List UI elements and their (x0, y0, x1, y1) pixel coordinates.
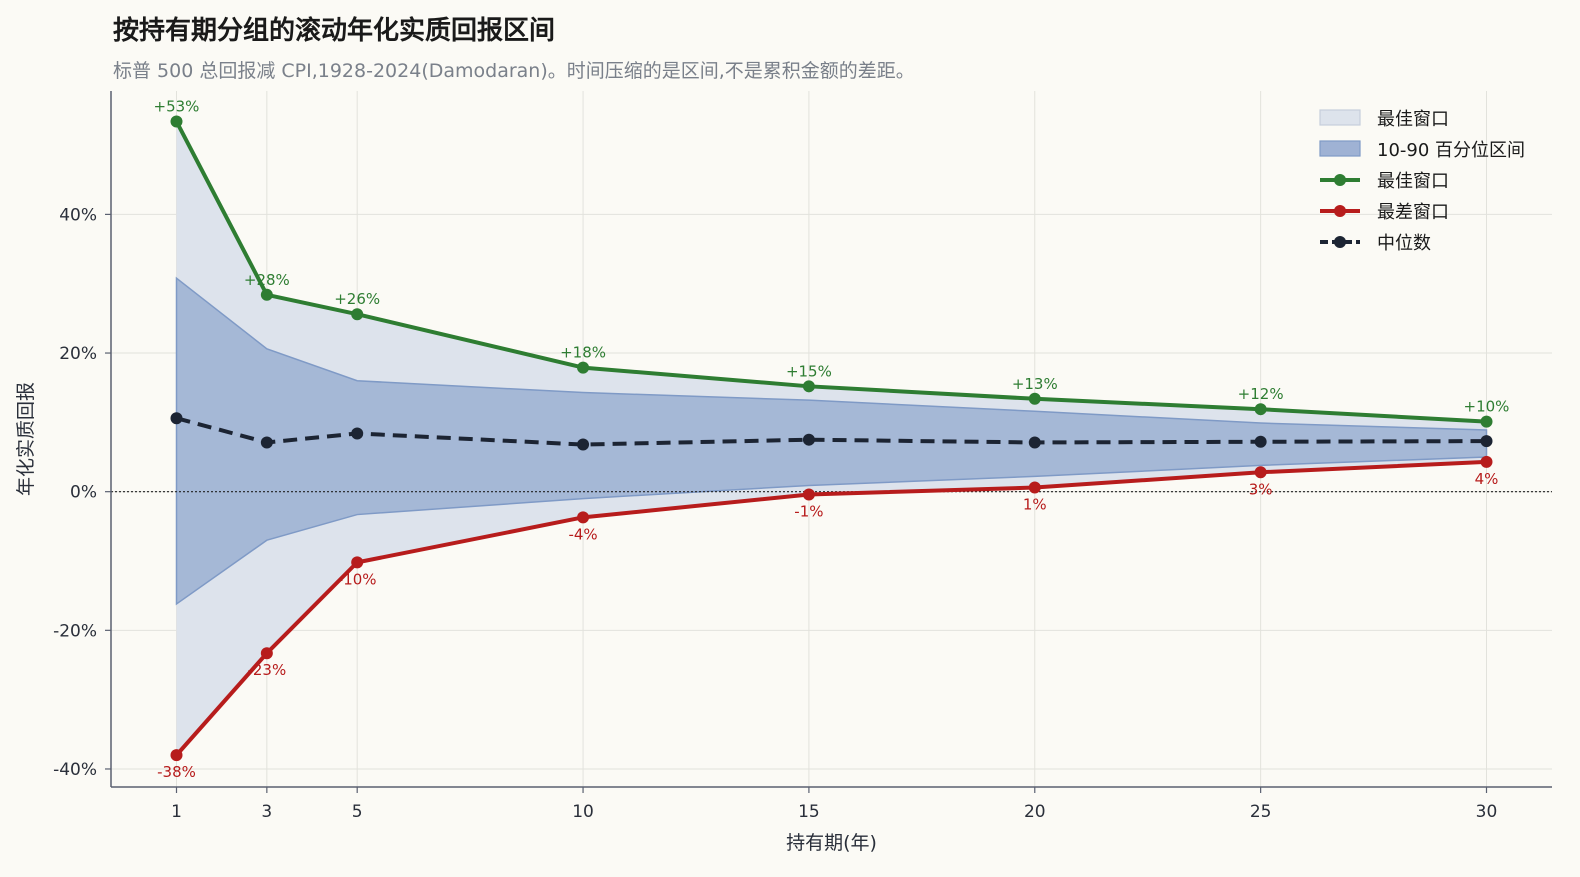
best-data-label: +12% (1238, 385, 1284, 403)
x-tick-label: 1 (171, 802, 182, 822)
best-point (1254, 403, 1267, 416)
median-point (802, 433, 815, 446)
worst-data-label: -23% (247, 661, 286, 679)
legend-item-median-line-marker (1334, 236, 1346, 248)
x-tick-label: 10 (572, 802, 594, 822)
x-axis-title: 持有期(年) (786, 832, 877, 854)
worst-point (1254, 466, 1267, 479)
x-tick-label: 20 (1024, 802, 1046, 822)
best-data-label: +26% (334, 290, 380, 308)
median-point (1480, 435, 1493, 448)
worst-data-label: -38% (157, 763, 196, 781)
x-tick-label: 25 (1250, 802, 1272, 822)
best-point (1028, 392, 1041, 405)
best-point (260, 288, 273, 301)
best-data-label: +18% (560, 344, 606, 362)
best-point (1480, 415, 1493, 428)
median-point (577, 438, 590, 451)
y-axis-title: 年化实质回报 (15, 382, 37, 496)
worst-data-label: -4% (568, 525, 597, 543)
chart-title: 按持有期分组的滚动年化实质回报区间 (113, 16, 556, 46)
median-point (260, 436, 273, 449)
best-data-label: +13% (1012, 375, 1058, 393)
best-data-label: +10% (1464, 398, 1510, 416)
worst-data-label: -10% (338, 570, 377, 588)
best-data-label: +53% (154, 98, 200, 116)
best-point (170, 115, 183, 128)
worst-point (1480, 455, 1493, 468)
worst-point (577, 511, 590, 524)
x-tick-label: 5 (352, 802, 363, 822)
median-point (1028, 436, 1041, 449)
x-tick-label: 15 (798, 802, 820, 822)
legend-item-best-line-label: 最佳窗口 (1377, 171, 1449, 192)
axis-layer: 1 3 5 10 15 20 25 30 -40% -20% 0% 20% 40% 持有期(年) 年化实质回… (15, 91, 1552, 854)
line-layer (174, 120, 1487, 757)
band-layer (175, 121, 1488, 756)
legend-item-worst-line-label: 最差窗口 (1377, 202, 1449, 223)
y-tick-label: -20% (53, 621, 97, 641)
point-layer (170, 115, 1493, 762)
chart-subtitle: 标普 500 总回报减 CPI,1928-2024(Damodaran)。时间压… (113, 60, 915, 82)
best-point (577, 361, 590, 374)
x-tick-label: 30 (1476, 802, 1498, 822)
data-label-layer: +53% +28% +26% +18% +15% +13% +12% +10% -38% -23%… (154, 98, 1510, 782)
worst-point (260, 647, 273, 660)
worst-data-label: -1% (794, 502, 823, 520)
legend-item-best-band-swatch (1319, 109, 1361, 126)
legend-item-best-line-marker (1334, 174, 1346, 186)
worst-line (175, 459, 1487, 757)
y-tick-label: 20% (59, 344, 97, 364)
y-tick-label: 40% (59, 205, 97, 225)
worst-data-label: 4% (1475, 470, 1499, 488)
y-tick-label: 0% (70, 483, 97, 503)
worst-point (802, 488, 815, 501)
worst-data-label: 3% (1249, 480, 1273, 498)
y-tick-label: -40% (53, 760, 97, 780)
legend-item-best-band-label: 最佳窗口 (1377, 109, 1449, 130)
best-point (802, 380, 815, 393)
best-data-label: +15% (786, 362, 832, 380)
best-point (351, 308, 364, 321)
worst-point (170, 749, 183, 762)
legend-item-median-line-label: 中位数 (1377, 233, 1431, 254)
median-point (351, 427, 364, 440)
legend-item-worst-line-marker (1334, 205, 1346, 217)
best-line (174, 120, 1487, 424)
x-tick-label: 3 (261, 802, 272, 822)
best-data-label: +28% (244, 271, 290, 289)
median-point (170, 412, 183, 425)
worst-data-label: 1% (1023, 496, 1047, 514)
worst-point (1028, 481, 1041, 494)
median-point (1254, 435, 1267, 448)
legend-item-percentile-band-label: 10-90 百分位区间 (1377, 140, 1525, 161)
worst-point (351, 556, 364, 569)
legend-item-percentile-band-swatch (1319, 140, 1361, 157)
